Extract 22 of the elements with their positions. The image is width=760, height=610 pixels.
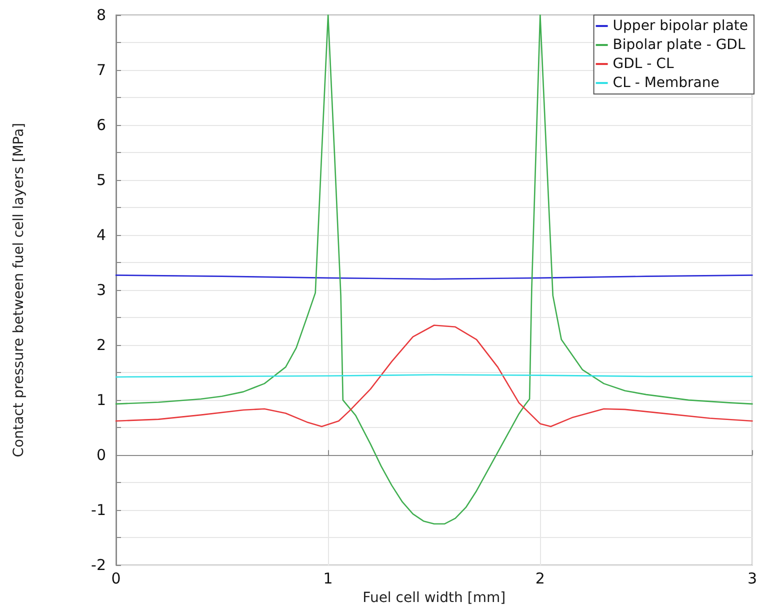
y-tick-label: 4 (96, 226, 106, 244)
x-tick-label: 2 (535, 570, 545, 588)
x-tick-label: 0 (111, 570, 121, 588)
legend-label: CL - Membrane (612, 75, 720, 91)
legend-label: GDL - CL (612, 56, 674, 72)
y-tick-label: -2 (91, 556, 106, 574)
x-axis-title: Fuel cell width [mm] (362, 590, 506, 606)
y-tick-label: 8 (96, 6, 106, 24)
y-tick-label: 1 (96, 391, 106, 410)
y-axis-title: Contact pressure between fuel cell layers [MPa] (11, 122, 27, 458)
x-tick-label: 1 (323, 570, 333, 588)
x-tick-label: 3 (747, 570, 757, 588)
y-tick-label: -1 (91, 501, 106, 520)
y-tick-label: 3 (96, 281, 106, 300)
legend-label: Upper bipolar plate (612, 18, 748, 34)
y-tick-label: 7 (96, 61, 106, 80)
y-tick-label: 5 (96, 171, 106, 190)
y-tick-label: 0 (96, 446, 106, 464)
y-tick-label: 2 (96, 336, 106, 354)
y-tick-label: 6 (96, 116, 106, 134)
line-series (115, 324, 753, 428)
legend-label: Bipolar plate - GDL (612, 37, 746, 53)
